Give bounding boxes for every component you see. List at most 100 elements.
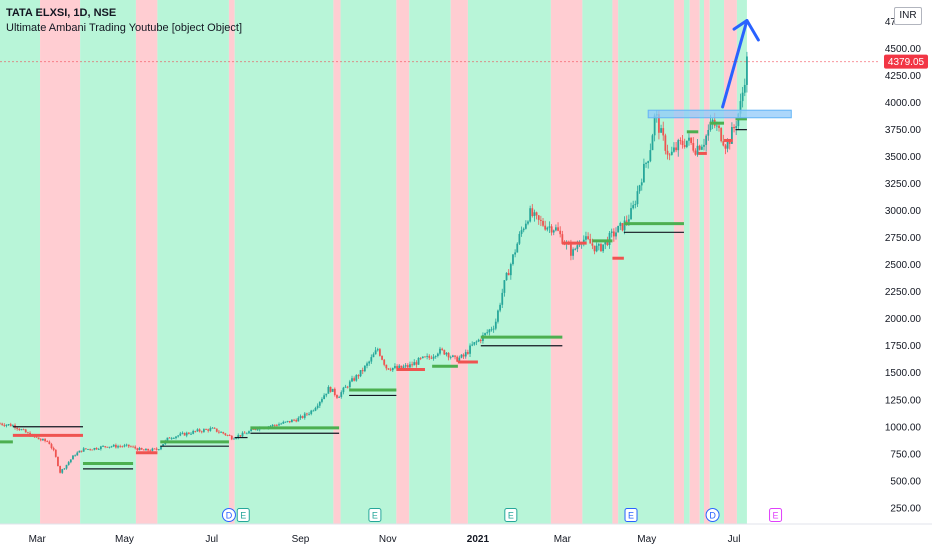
candle [548,221,551,234]
event-marker-D[interactable]: D [705,508,720,522]
event-marker-E[interactable]: E [624,508,638,522]
candle-body [514,252,517,255]
candle-body [132,446,134,448]
candle [507,269,510,276]
candle [187,432,190,435]
candle-body [561,234,564,244]
candle [542,217,544,227]
candle-body [185,432,188,436]
candle-body [106,446,109,448]
candle-body [48,441,51,445]
candle [136,447,139,451]
candle-body [84,448,87,450]
candle [200,430,203,434]
event-marker-label: E [773,511,779,521]
candle-body [102,446,104,447]
y-tick-label: 4500.00 [885,44,922,55]
candle [121,445,124,448]
candle [610,228,613,238]
currency-button[interactable]: INR [894,7,922,25]
candle-body [239,435,242,437]
candle-body [280,423,283,425]
candle [417,357,420,365]
candle-body [65,464,68,469]
candle [439,346,441,356]
candle [293,418,295,422]
candle [22,428,25,431]
candle-body [228,435,231,436]
candle-body [623,220,626,231]
candle [574,247,577,251]
candle-body [615,232,617,237]
event-marker-E[interactable]: E [769,508,783,522]
candle [72,455,74,460]
candle-body [366,363,368,366]
candle-body [441,348,444,350]
candle [394,363,396,370]
event-marker-E[interactable]: E [504,508,518,522]
candle [149,449,152,452]
candle [278,422,280,426]
candle-body [379,349,381,356]
candle [82,447,85,452]
candle [460,354,463,359]
candle-body [359,370,362,377]
candle-body [372,354,375,358]
x-tick-label: Sep [292,534,310,545]
candle-body [74,455,77,457]
candle [323,393,325,400]
candle [696,138,699,157]
candle-body [344,386,347,388]
y-tick-label: 2500.00 [885,260,922,271]
candle [735,120,738,136]
candle [132,445,134,448]
candle-body [54,449,57,457]
candle-body [707,129,710,136]
candle-body [467,352,469,354]
candle-body [50,444,53,449]
candle [456,355,459,363]
y-tick-label: 1250.00 [885,395,922,406]
candle [37,437,40,440]
candle [157,449,160,451]
candle [65,464,68,470]
candle-body [638,185,641,192]
candle [419,357,422,361]
candle-body [297,417,300,422]
candle [18,428,21,431]
event-marker-E[interactable]: E [236,508,250,522]
event-marker-E[interactable]: E [368,508,382,522]
candle-body [134,446,137,449]
zone-bull-18 [683,0,690,524]
candle [550,224,553,236]
event-marker-D[interactable]: D [221,508,236,522]
candle [432,354,435,361]
candle-body [490,329,493,331]
candle-body [220,432,222,433]
y-tick-label: 4000.00 [885,98,922,109]
candle [698,144,701,151]
candle-body [711,119,714,122]
candle-body [735,126,738,129]
zone-bear-19 [689,0,700,524]
candle-body [52,448,55,450]
candle-body [187,432,190,434]
candle [52,446,55,452]
candle-body [27,432,29,434]
candle-body [376,349,379,351]
y-tick-label: 250.00 [890,503,921,514]
candle-body [582,239,585,244]
candle-body [93,447,96,450]
candle-body [288,420,291,423]
candle [218,429,220,434]
y-tick-label: 750.00 [890,449,921,460]
candle [99,445,102,451]
candle-body [391,367,394,371]
candle [707,124,710,141]
candle [494,318,497,331]
candle-body [428,355,431,358]
candle [119,444,122,448]
candle-body [449,356,452,358]
candle-body [546,227,549,230]
